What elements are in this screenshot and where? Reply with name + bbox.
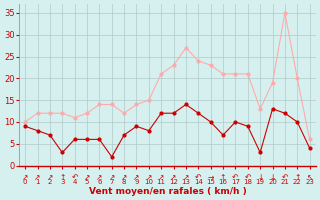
Text: ↗: ↗ — [34, 173, 41, 182]
Text: ↖: ↖ — [307, 173, 313, 182]
Text: ↑: ↑ — [220, 173, 226, 182]
Text: ↶: ↶ — [282, 173, 288, 182]
Text: ↗: ↗ — [47, 173, 53, 182]
Text: ↗: ↗ — [22, 173, 28, 182]
Text: ↗: ↗ — [158, 173, 164, 182]
Text: ↗: ↗ — [183, 173, 189, 182]
Text: ↗: ↗ — [84, 173, 90, 182]
Text: ↑: ↑ — [59, 173, 66, 182]
Text: →: → — [207, 173, 214, 182]
Text: ↗: ↗ — [121, 173, 127, 182]
Text: ↗: ↗ — [170, 173, 177, 182]
Text: ↓: ↓ — [257, 173, 263, 182]
Text: ↗: ↗ — [96, 173, 102, 182]
Text: ↶: ↶ — [244, 173, 251, 182]
Text: ↶: ↶ — [232, 173, 239, 182]
X-axis label: Vent moyen/en rafales ( km/h ): Vent moyen/en rafales ( km/h ) — [89, 187, 246, 196]
Text: ↶: ↶ — [71, 173, 78, 182]
Text: ↶: ↶ — [195, 173, 202, 182]
Text: ↗: ↗ — [146, 173, 152, 182]
Text: ↗: ↗ — [133, 173, 140, 182]
Text: ↓: ↓ — [269, 173, 276, 182]
Text: ↗: ↗ — [108, 173, 115, 182]
Text: ↑: ↑ — [294, 173, 300, 182]
